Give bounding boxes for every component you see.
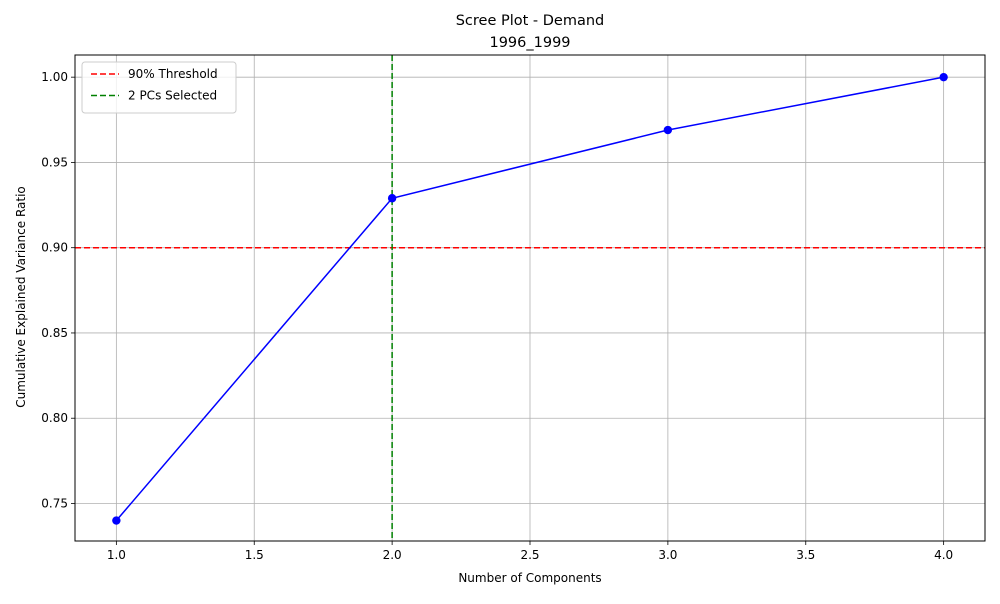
x-tick-label: 2.0 xyxy=(383,548,402,562)
x-axis-label: Number of Components xyxy=(458,571,601,585)
legend-label: 90% Threshold xyxy=(128,67,218,81)
y-axis-ticks: 0.75 0.80 0.85 0.90 0.95 1.00 xyxy=(41,70,75,510)
y-axis-label: Cumulative Explained Variance Ratio xyxy=(14,186,28,408)
data-point xyxy=(112,516,121,525)
y-tick-label: 0.95 xyxy=(41,155,68,169)
chart-title: Scree Plot - Demand xyxy=(456,13,605,29)
y-tick-label: 0.85 xyxy=(41,326,68,340)
series-line xyxy=(115,76,944,522)
legend-box xyxy=(81,61,237,114)
y-tick-label: 0.75 xyxy=(41,496,68,510)
data-point xyxy=(939,72,948,82)
y-tick-label: 0.90 xyxy=(41,241,68,255)
y-tick-label: 1.00 xyxy=(41,70,68,84)
chart-subtitle: 1996_1999 xyxy=(489,35,570,51)
x-tick-label: 2.5 xyxy=(520,548,539,562)
legend: 90% Threshold 2 PCs Selected xyxy=(81,61,237,114)
x-tick-label: 1.5 xyxy=(245,548,264,562)
data-point xyxy=(663,125,673,135)
x-tick-label: 3.0 xyxy=(658,548,677,562)
data-point xyxy=(387,194,397,203)
series-group xyxy=(112,72,948,525)
y-tick-label: 0.80 xyxy=(41,411,68,425)
reference-lines xyxy=(75,55,985,541)
x-axis-ticks: 1.0 1.5 2.0 2.5 3.0 3.5 4.0 xyxy=(107,541,953,562)
x-tick-label: 1.0 xyxy=(107,548,126,562)
x-tick-label: 4.0 xyxy=(934,548,953,562)
legend-label: 2 PCs Selected xyxy=(128,89,217,103)
x-tick-label: 3.5 xyxy=(796,548,815,562)
